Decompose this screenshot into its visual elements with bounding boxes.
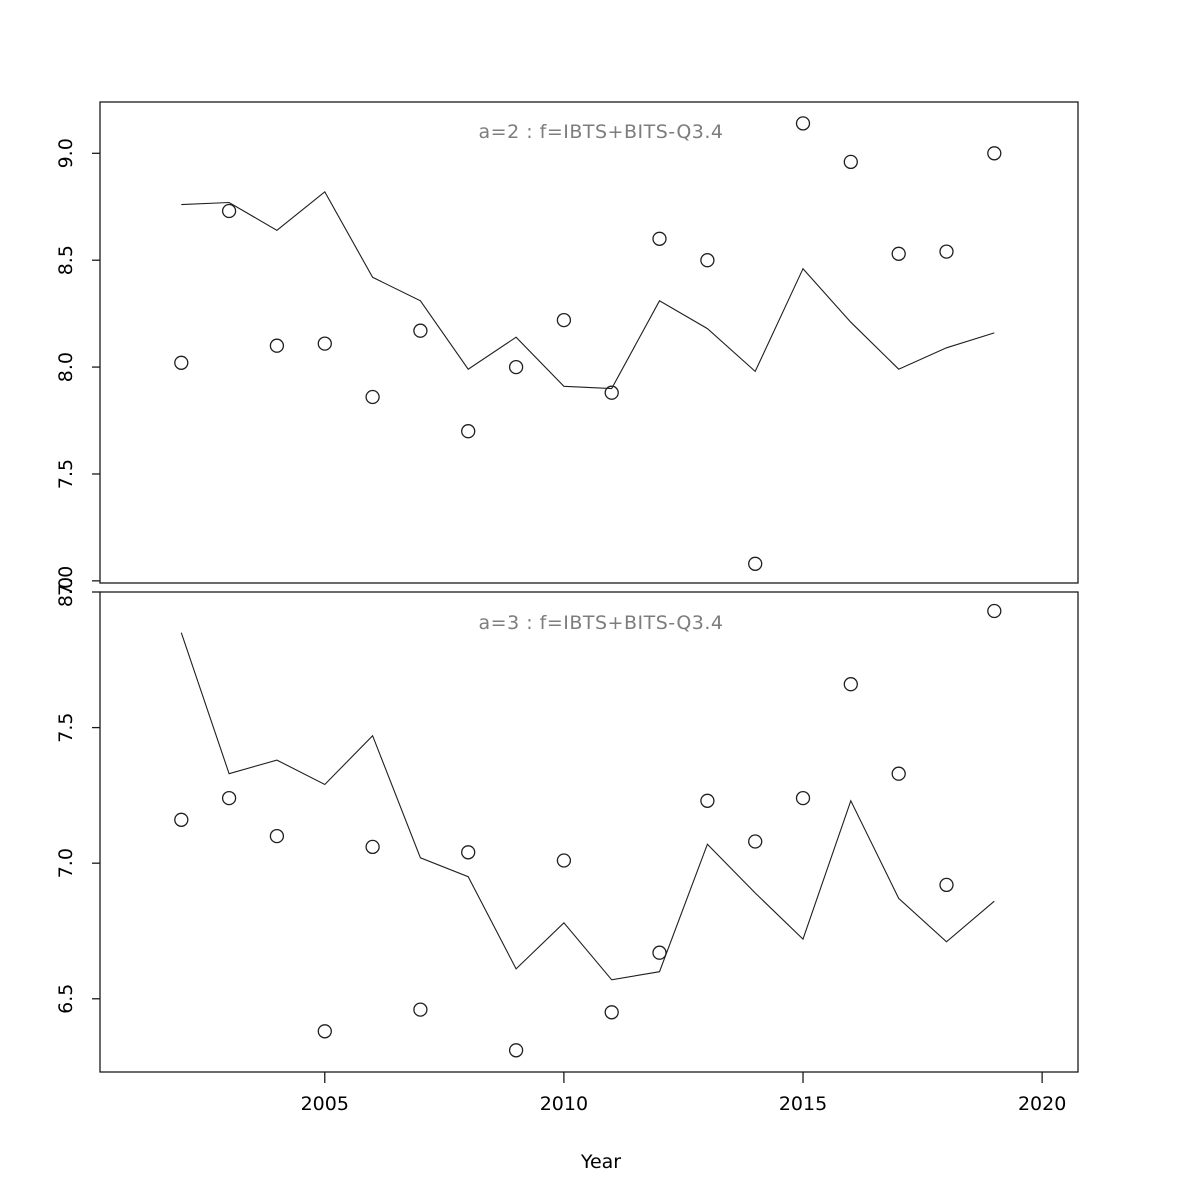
data-point <box>843 677 858 692</box>
y-tick-label: 8.0 <box>55 352 77 382</box>
data-point <box>508 359 524 375</box>
panel-top-marks: 7.0 7.5 8.0 8.5 9.0 <box>55 101 1079 596</box>
data-point <box>174 812 189 827</box>
data-point <box>700 793 715 808</box>
data-point <box>700 253 715 268</box>
data-point <box>891 766 906 781</box>
panel-border <box>99 101 1079 584</box>
x-tick-label: 2020 <box>1018 1093 1066 1115</box>
panel-border <box>99 591 1079 1073</box>
data-point <box>221 790 237 806</box>
data-point <box>556 312 572 328</box>
y-tick-label: 8.0 <box>55 577 77 607</box>
x-tick-label: 2010 <box>540 1093 588 1115</box>
data-point <box>556 853 572 868</box>
panel-bottom-title: a=3 : f=IBTS+BITS-Q3.4 <box>479 612 724 634</box>
data-point <box>174 355 189 370</box>
data-point <box>652 231 667 246</box>
y-tick-label: 6.5 <box>55 984 77 1014</box>
data-point <box>652 945 667 960</box>
data-point <box>748 556 763 571</box>
data-point <box>987 146 1002 161</box>
data-point <box>365 839 380 855</box>
x-tick-label: 2015 <box>779 1093 827 1115</box>
y-tick-label: 9.0 <box>55 138 77 168</box>
data-point <box>939 877 954 893</box>
panel-top-title: a=2 : f=IBTS+BITS-Q3.4 <box>479 121 724 143</box>
data-point <box>604 385 619 400</box>
data-point <box>413 323 428 338</box>
data-point <box>891 246 906 261</box>
panel-bottom-marks: 6.5 7.0 7.5 8.0 <box>55 577 1079 1073</box>
panel-bottom: 6.5 7.0 7.5 8.0 a=3 : f=IBTS+BITS-Q3.4 <box>55 577 1079 1073</box>
data-point <box>317 1024 332 1039</box>
x-tick-label: 2005 <box>301 1093 349 1115</box>
data-point <box>413 1002 428 1017</box>
y-tick-label: 7.5 <box>55 459 77 489</box>
x-axis: 2005 2010 2015 2020 <box>301 1072 1066 1115</box>
data-point <box>748 834 763 849</box>
panel-top: 7.0 7.5 8.0 8.5 9.0 a=2 : f=IBTS+BITS-Q3.4 <box>55 101 1079 596</box>
data-point <box>604 1005 619 1020</box>
data-point <box>508 1043 524 1058</box>
y-tick-label: 7.0 <box>55 848 77 878</box>
fitted-line <box>180 632 995 981</box>
y-tick-label: 7.5 <box>55 712 77 742</box>
data-point <box>365 389 380 405</box>
data-point <box>461 424 476 439</box>
data-point <box>987 603 1002 619</box>
y-tick-label: 8.5 <box>55 245 77 275</box>
data-point <box>269 828 285 844</box>
data-point <box>317 336 332 351</box>
data-point <box>461 845 476 860</box>
fitted-line <box>181 190 995 390</box>
y-tick-label: 7.0 <box>55 566 77 596</box>
data-point <box>843 154 858 170</box>
data-point <box>269 338 285 353</box>
x-axis-title: Year <box>580 1151 621 1173</box>
data-point <box>939 244 954 259</box>
data-point <box>795 116 811 131</box>
data-point <box>795 790 811 806</box>
data-point <box>221 203 237 219</box>
